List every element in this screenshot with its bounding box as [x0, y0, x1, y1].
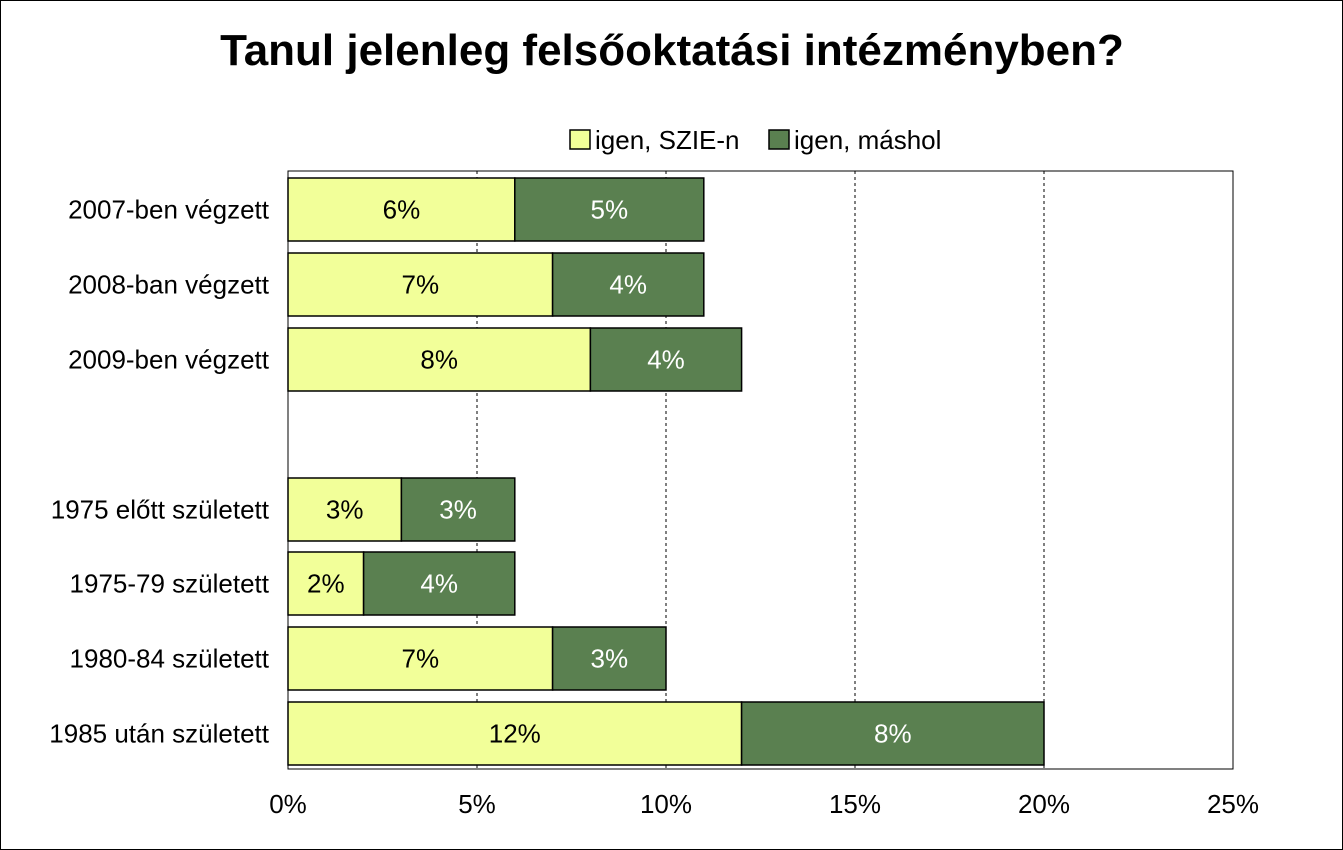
plot-area: 6% 5% 7% 4% 8% 4% 3% 3% 2% 4% 7% 3% 12% 8% 2007-ben v…	[49, 170, 1259, 819]
category-label-5: 1975-79 született	[70, 569, 270, 599]
category-label-7: 1985 után született	[49, 719, 269, 749]
bar-s1-c5	[362, 551, 516, 616]
bar-s1-c1	[551, 252, 705, 317]
bar-s0-c6	[287, 626, 554, 691]
data-label-s1-c5: 4%	[420, 569, 458, 599]
bar-s1-c0	[514, 177, 705, 242]
legend-label-szie: igen, SZIE-n	[595, 125, 740, 155]
data-label-s0-c1: 7%	[402, 270, 440, 300]
bar-s0-c7	[287, 701, 743, 766]
category-label-0: 2007-ben végzett	[68, 195, 270, 225]
legend-swatch-mashol	[768, 129, 790, 150]
bar-s0-c2	[287, 327, 592, 392]
legend-swatch-szie	[569, 129, 591, 150]
data-label-s0-c0: 6%	[383, 195, 421, 225]
data-label-s0-c4: 3%	[326, 495, 364, 525]
x-tick-label-2: 10%	[640, 789, 692, 819]
data-label-s1-c1: 4%	[609, 270, 647, 300]
category-label-1: 2008-ban végzett	[68, 270, 270, 300]
category-label-2: 2009-ben végzett	[68, 345, 270, 375]
x-tick-labels: 0% 5% 10% 15% 20% 25%	[269, 789, 1259, 819]
category-label-6: 1980-84 született	[70, 644, 270, 674]
bar-s1-c6	[551, 626, 667, 691]
chart-title: Tanul jelenleg felsőoktatási intézménybe…	[220, 26, 1124, 75]
bar-s0-c4	[287, 477, 403, 542]
x-tick-label-3: 15%	[829, 789, 881, 819]
data-labels: 6% 5% 7% 4% 8% 4% 3% 3% 2% 4% 7% 3% 12% 8%	[307, 195, 912, 749]
bar-s0-c5	[287, 551, 365, 616]
bar-s0-c1	[287, 252, 554, 317]
bar-s1-c2	[589, 327, 743, 392]
category-label-4: 1975 előtt született	[51, 495, 270, 525]
bar-s1-c7	[740, 701, 1045, 766]
bars	[287, 177, 1045, 766]
data-label-s1-c7: 8%	[874, 719, 912, 749]
x-tick-label-0: 0%	[269, 789, 307, 819]
data-label-s1-c0: 5%	[591, 195, 629, 225]
x-tick-label-5: 25%	[1207, 789, 1259, 819]
bar-s0-c0	[287, 177, 516, 242]
data-label-s1-c2: 4%	[647, 345, 685, 375]
data-label-s0-c6: 7%	[402, 644, 440, 674]
data-label-s0-c5: 2%	[307, 569, 345, 599]
x-tick-label-4: 20%	[1018, 789, 1070, 819]
data-label-s0-c7: 12%	[489, 719, 541, 749]
legend: igen, SZIE-n igen, máshol	[569, 125, 941, 155]
legend-label-mashol: igen, máshol	[794, 125, 941, 155]
bar-s1-c4	[400, 477, 516, 542]
data-label-s1-c6: 3%	[591, 644, 629, 674]
category-labels: 2007-ben végzett 2008-ban végzett 2009-ben…	[49, 195, 269, 749]
x-tick-label-1: 5%	[458, 789, 496, 819]
data-label-s1-c4: 3%	[439, 495, 477, 525]
data-label-s0-c2: 8%	[420, 345, 458, 375]
